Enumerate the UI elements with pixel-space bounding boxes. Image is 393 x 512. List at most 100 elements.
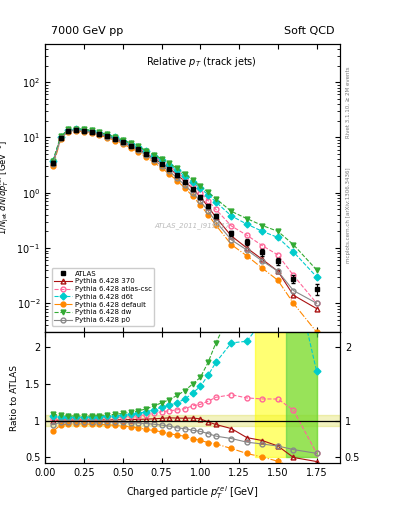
Pythia 6.428 370: [167, 165, 172, 172]
Pythia 6.428 p0: [198, 198, 203, 204]
Pythia 6.428 370: [51, 160, 55, 166]
Pythia 6.428 p0: [113, 136, 118, 142]
Pythia 6.428 atlas-csc: [159, 158, 164, 164]
Pythia 6.428 p0: [74, 127, 79, 134]
Pythia 6.428 default: [175, 178, 180, 184]
Line: Pythia 6.428 p0: Pythia 6.428 p0: [51, 128, 319, 306]
Pythia 6.428 370: [213, 214, 218, 220]
Pythia 6.428 default: [105, 135, 110, 141]
Pythia 6.428 370: [82, 127, 86, 134]
Pythia 6.428 370: [275, 268, 280, 274]
Pythia 6.428 dw: [74, 125, 79, 132]
Pythia 6.428 atlas-csc: [136, 145, 141, 151]
Pythia 6.428 370: [159, 160, 164, 166]
Pythia 6.428 default: [182, 185, 187, 191]
Pythia 6.428 default: [89, 130, 94, 136]
Pythia 6.428 p0: [66, 128, 71, 134]
Pythia 6.428 370: [128, 142, 133, 148]
Pythia 6.428 atlas-csc: [82, 127, 86, 133]
Pythia 6.428 370: [151, 155, 156, 161]
Pythia 6.428 p0: [260, 258, 265, 264]
Pythia 6.428 default: [136, 148, 141, 155]
Legend: ATLAS, Pythia 6.428 370, Pythia 6.428 atlas-csc, Pythia 6.428 d6t, Pythia 6.428 : ATLAS, Pythia 6.428 370, Pythia 6.428 at…: [51, 268, 154, 326]
Pythia 6.428 dw: [190, 177, 195, 183]
Pythia 6.428 d6t: [229, 213, 234, 219]
Pythia 6.428 p0: [58, 135, 63, 141]
Pythia 6.428 p0: [244, 247, 249, 253]
Pythia 6.428 d6t: [151, 153, 156, 159]
Pythia 6.428 p0: [182, 182, 187, 188]
Pythia 6.428 dw: [314, 267, 319, 273]
Pythia 6.428 d6t: [175, 167, 180, 173]
Pythia 6.428 dw: [182, 171, 187, 177]
Pythia 6.428 370: [244, 245, 249, 251]
Pythia 6.428 dw: [291, 242, 296, 248]
Pythia 6.428 p0: [51, 161, 55, 167]
Pythia 6.428 p0: [144, 152, 149, 158]
Pythia 6.428 atlas-csc: [66, 127, 71, 133]
Pythia 6.428 dw: [260, 222, 265, 228]
Pythia 6.428 default: [120, 141, 125, 147]
Pythia 6.428 dw: [244, 216, 249, 222]
Pythia 6.428 p0: [97, 131, 102, 137]
Pythia 6.428 p0: [275, 268, 280, 274]
Pythia 6.428 atlas-csc: [105, 132, 110, 138]
Pythia 6.428 d6t: [144, 148, 149, 155]
Pythia 6.428 dw: [159, 156, 164, 162]
Pythia 6.428 d6t: [66, 126, 71, 133]
Line: Pythia 6.428 d6t: Pythia 6.428 d6t: [51, 126, 319, 280]
Pythia 6.428 atlas-csc: [206, 198, 210, 204]
Pythia 6.428 d6t: [206, 191, 210, 198]
Pythia 6.428 default: [113, 137, 118, 143]
Pythia 6.428 dw: [136, 143, 141, 150]
Pythia 6.428 d6t: [275, 234, 280, 241]
Pythia 6.428 atlas-csc: [89, 128, 94, 134]
Pythia 6.428 default: [128, 145, 133, 151]
Pythia 6.428 dw: [105, 132, 110, 138]
Pythia 6.428 default: [82, 129, 86, 135]
Pythia 6.428 p0: [175, 175, 180, 181]
Pythia 6.428 atlas-csc: [144, 149, 149, 155]
Pythia 6.428 d6t: [314, 274, 319, 280]
Pythia 6.428 p0: [291, 287, 296, 293]
Pythia 6.428 370: [89, 129, 94, 135]
Pythia 6.428 atlas-csc: [51, 159, 55, 165]
Pythia 6.428 370: [260, 257, 265, 263]
Line: Pythia 6.428 dw: Pythia 6.428 dw: [51, 126, 319, 272]
Pythia 6.428 dw: [144, 147, 149, 154]
Line: Pythia 6.428 atlas-csc: Pythia 6.428 atlas-csc: [51, 127, 319, 306]
Pythia 6.428 p0: [120, 140, 125, 146]
Pythia 6.428 p0: [159, 162, 164, 168]
Pythia 6.428 p0: [136, 147, 141, 153]
Pythia 6.428 370: [198, 194, 203, 200]
Pythia 6.428 370: [190, 185, 195, 191]
Pythia 6.428 dw: [175, 165, 180, 172]
Pythia 6.428 d6t: [190, 179, 195, 185]
Pythia 6.428 atlas-csc: [260, 243, 265, 249]
Pythia 6.428 atlas-csc: [314, 300, 319, 306]
Pythia 6.428 atlas-csc: [175, 169, 180, 175]
Pythia 6.428 d6t: [82, 126, 86, 133]
Text: 7000 GeV pp: 7000 GeV pp: [51, 26, 123, 36]
Pythia 6.428 370: [66, 127, 71, 134]
Pythia 6.428 atlas-csc: [244, 232, 249, 238]
Pythia 6.428 p0: [89, 129, 94, 135]
Pythia 6.428 dw: [167, 160, 172, 166]
Pythia 6.428 370: [229, 233, 234, 239]
Pythia 6.428 d6t: [182, 173, 187, 179]
Pythia 6.428 dw: [206, 189, 210, 195]
Pythia 6.428 default: [51, 163, 55, 169]
Pythia 6.428 default: [167, 171, 172, 177]
Pythia 6.428 p0: [229, 237, 234, 243]
Pythia 6.428 atlas-csc: [97, 130, 102, 136]
Pythia 6.428 default: [275, 277, 280, 283]
Pythia 6.428 370: [175, 172, 180, 178]
Pythia 6.428 default: [229, 242, 234, 248]
Pythia 6.428 atlas-csc: [113, 135, 118, 141]
Pythia 6.428 dw: [120, 137, 125, 143]
Pythia 6.428 atlas-csc: [182, 176, 187, 182]
Pythia 6.428 atlas-csc: [291, 272, 296, 279]
Pythia 6.428 p0: [213, 219, 218, 225]
Pythia 6.428 d6t: [213, 199, 218, 205]
Pythia 6.428 atlas-csc: [128, 141, 133, 147]
